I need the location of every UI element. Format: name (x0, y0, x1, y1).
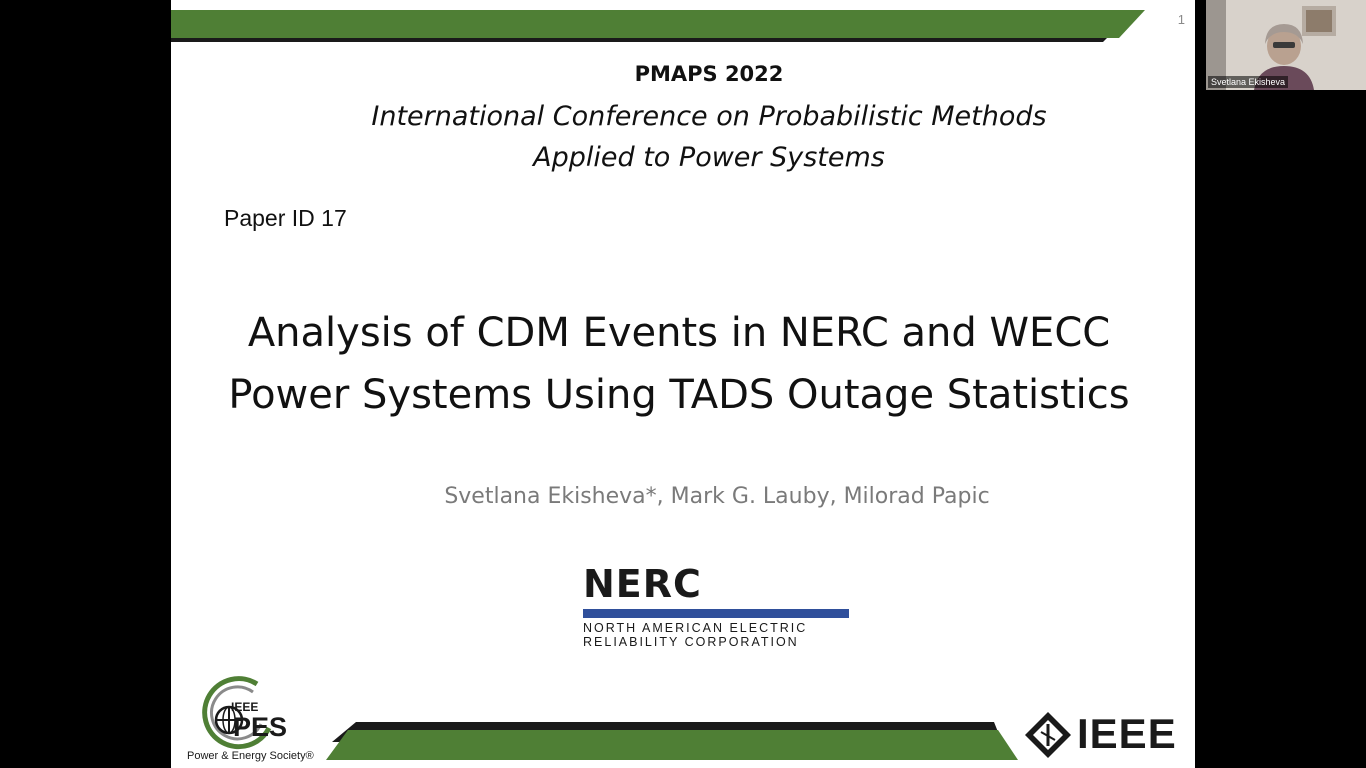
nerc-logo: NERC NORTH AMERICAN ELECTRIC RELIABILITY… (583, 562, 851, 654)
ieee-pes-logo: IEEE PES Power & Energy Society® (185, 676, 315, 766)
ieee-logo-word: IEEE (1077, 710, 1177, 757)
pes-globe-icon (202, 676, 272, 750)
presentation-slide: 1 PMAPS 2022 International Conference on… (171, 0, 1195, 768)
nerc-logo-subtitle: NORTH AMERICAN ELECTRIC RELIABILITY CORP… (583, 621, 849, 649)
paper-id: Paper ID 17 (224, 205, 347, 231)
title-line-2: Power Systems Using TADS Outage Statisti… (228, 372, 1130, 418)
title-line-1: Analysis of CDM Events in NERC and WECC (247, 310, 1111, 356)
top-decorative-bar (171, 10, 1145, 42)
conference-short-name: PMAPS 2022 (634, 62, 784, 86)
nerc-subtitle-line-2: RELIABILITY CORPORATION (583, 635, 799, 649)
ieee-diamond-icon (1025, 712, 1071, 758)
participant-name: Svetlana Ekisheva (1208, 76, 1289, 88)
bottom-decorative-bar (326, 722, 1018, 760)
conference-line-2: Applied to Power Systems (533, 142, 885, 173)
slide-title: Analysis of CDM Events in NERC and WECC … (171, 302, 1187, 426)
conference-full-name: International Conference on Probabilisti… (171, 96, 1195, 178)
nerc-subtitle-line-1: NORTH AMERICAN ELECTRIC (583, 621, 808, 635)
conference-line-1: International Conference on Probabilisti… (371, 101, 1047, 132)
ieee-logo: IEEE (1023, 708, 1189, 762)
authors: Svetlana Ekisheva*, Mark G. Lauby, Milor… (444, 484, 990, 509)
pes-logo-ieee: IEEE (231, 700, 259, 714)
nerc-logo-word: NERC (583, 562, 702, 606)
pes-logo-subtitle: Power & Energy Society® (187, 750, 314, 762)
pes-logo-word: PES (233, 712, 288, 742)
slide-number: 1 (1177, 12, 1185, 27)
participant-video-tile[interactable]: Svetlana Ekisheva (1206, 0, 1366, 90)
nerc-logo-bar (583, 609, 849, 618)
